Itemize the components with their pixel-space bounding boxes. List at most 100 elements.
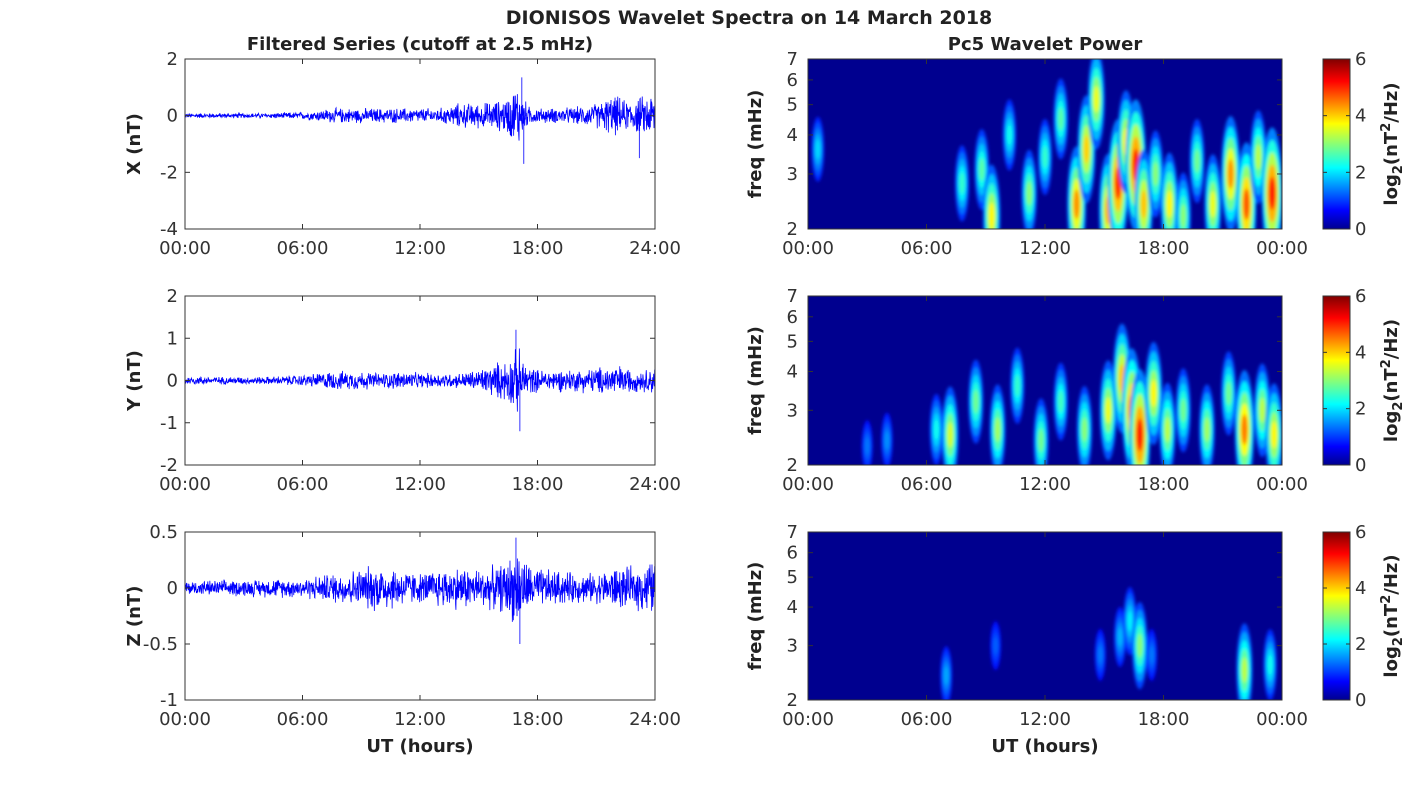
y-axis-label: Z (nT) [124,586,145,647]
y-axis-label: freq (mHz) [745,562,766,671]
heatmap-blobs [811,59,1282,229]
x-axis-label: UT (hours) [366,736,473,757]
colorbar-3: 0 2 4 6 log2(nT2/Hz) [1322,522,1406,711]
x-tick-label: 00:00 [1256,238,1308,259]
wavelet-blob [1241,657,1248,683]
heatmap-blobs [861,323,1282,465]
y-axis-label: freq (mHz) [745,326,766,435]
y-tick-label: 0 [167,578,178,599]
wavelet-blob [1268,176,1276,210]
y-tick-label: 2 [787,219,798,240]
wavelet-blob [1150,379,1157,407]
wavelet-blob [1058,107,1064,131]
x-tick-label: 12:00 [1019,474,1071,495]
colorbar-tick-label: 0 [1355,455,1366,476]
wavelet-blob [1058,390,1064,413]
wavelet-blob [1180,204,1186,228]
subplots: 00:00 06:00 12:00 18:00 24:00 -4 -2 0 2 X (nT) Fil… [124,34,1406,757]
y-tick-label: -0.5 [143,634,178,655]
colorbar-1: 0 2 4 6 log2(nT2/Hz) [1322,49,1406,240]
x-tick-label: 18:00 [1138,709,1190,730]
wavelet-blob [815,139,821,159]
x-tick-label: 00:00 [782,474,834,495]
wavelet-blob [1014,374,1020,397]
x-axis-label: UT (hours) [991,736,1098,757]
wavelet-blob [1083,135,1090,164]
y-tick-label: 2 [787,690,798,711]
y-axis-label: Y (nT) [124,350,145,412]
y-tick-label: 6 [787,307,798,328]
wavelet-blob [1149,646,1154,664]
x-tick-label: 12:00 [394,709,446,730]
x-tick-label: 06:00 [901,709,953,730]
wavelet-blob [988,202,995,229]
wavelet-blob [1243,188,1250,220]
wavelet-blob [1259,397,1266,423]
timeseries-panel-3: 00:00 06:00 12:00 18:00 24:00 -1 -0.5 0 0.5 Z (nT… [124,522,681,757]
x-tick-label: 00:00 [1256,474,1308,495]
y-tick-label: 6 [787,70,798,91]
subplot-title: Pc5 Wavelet Power [948,34,1143,55]
x-tick-label: 24:00 [629,238,681,259]
x-tick-label: 00:00 [1256,709,1308,730]
wavelet-blob [1225,381,1232,406]
y-tick-label: 3 [787,636,798,657]
wavelet-blob [1073,189,1080,220]
y-tick-label: -2 [160,162,178,183]
wavelet-blob [947,422,954,448]
x-tick-label: 18:00 [512,474,564,495]
x-tick-label: 12:00 [394,238,446,259]
x-tick-label: 12:00 [394,474,446,495]
y-tick-label: 4 [787,597,798,618]
y-tick-label: 3 [787,400,798,421]
wavelet-blob [979,158,985,181]
wavelet-blob [1006,124,1012,146]
x-tick-label: 00:00 [159,709,211,730]
x-tick-label: 24:00 [629,474,681,495]
wavelet-blob [1136,418,1144,452]
wavelet-blob [1204,417,1210,442]
y-tick-label: 7 [787,522,798,543]
wavelet-blob [1093,86,1100,113]
colorbar-tick-label: 0 [1355,690,1366,711]
x-tick-label: 06:00 [901,474,953,495]
heatmap-background [808,532,1282,700]
wavelet-blob [884,431,890,450]
y-tick-label: -1 [160,413,178,434]
y-tick-label: 4 [787,125,798,146]
y-tick-label: 5 [787,331,798,352]
x-tick-label: 06:00 [901,238,953,259]
wavelet-blob [943,666,949,685]
series-trace [184,537,656,644]
plot-area [185,59,655,229]
wavelet-blob [1140,190,1147,219]
y-tick-label: 7 [787,286,798,307]
x-tick-label: 18:00 [512,238,564,259]
x-tick-label: 00:00 [782,238,834,259]
colorbar-tick-label: 2 [1355,399,1366,420]
colorbar-tick-label: 4 [1355,578,1366,599]
wavelet-blob [1117,627,1123,647]
y-axis-label: freq (mHz) [745,90,766,199]
x-tick-label: 06:00 [277,474,329,495]
wavelet-blob [1098,646,1103,664]
y-tick-label: 5 [787,95,798,116]
y-tick-label: 0 [167,106,178,127]
wavelet-blob [1194,149,1200,173]
y-tick-label: -4 [160,219,178,240]
wavelet-blob [973,389,979,414]
colorbar-tick-label: 0 [1355,219,1366,240]
heatmap-blobs [940,587,1277,700]
wavelet-blob [1105,397,1112,424]
wavelet-blob [1255,144,1262,170]
wavelet-blob [1081,417,1088,442]
x-tick-label: 00:00 [782,709,834,730]
colorbar-gradient [1322,58,1351,230]
colorbar-tick-label: 4 [1355,106,1366,127]
wavelet-blob [993,637,998,654]
colorbar-tick-label: 6 [1355,522,1366,543]
